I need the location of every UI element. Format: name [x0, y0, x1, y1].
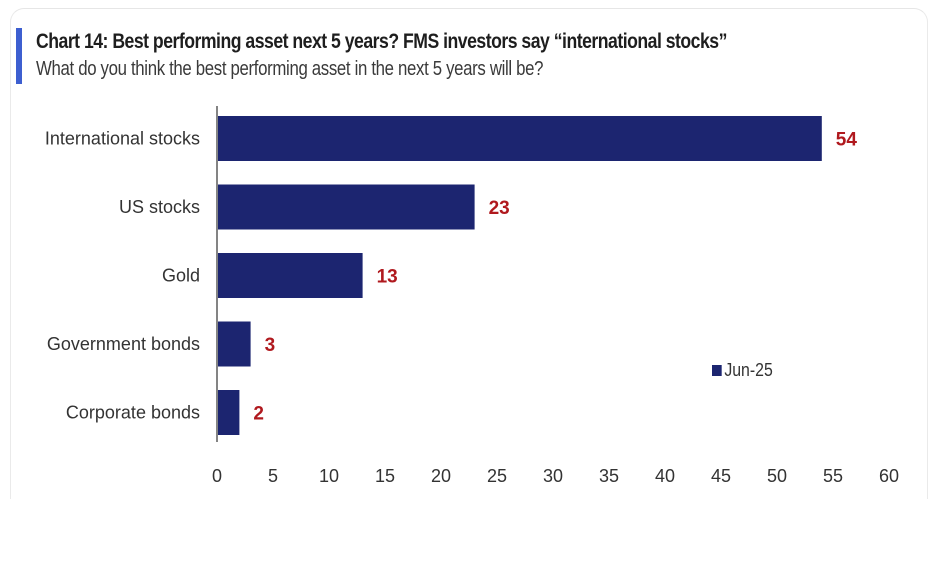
x-tick-label-2: 10: [319, 466, 339, 486]
legend-label: Jun-25: [724, 360, 773, 380]
legend-swatch: [712, 365, 722, 376]
chart-title: Chart 14: Best performing asset next 5 y…: [36, 30, 727, 53]
bar-1: [218, 184, 475, 230]
x-tick-label-6: 30: [543, 466, 563, 486]
chart-card: [10, 8, 928, 499]
x-tick-label-9: 45: [711, 466, 731, 486]
x-tick-label-10: 50: [767, 466, 787, 486]
category-label-3: Government bonds: [47, 334, 200, 354]
category-label-0: International stocks: [45, 129, 200, 149]
bar-0: [218, 116, 822, 161]
x-tick-label-1: 5: [268, 466, 278, 486]
title-accent-bar: [16, 28, 22, 84]
x-tick-label-4: 20: [431, 466, 451, 486]
data-label-3: 3: [265, 335, 276, 356]
bar-2: [218, 253, 363, 298]
x-tick-label-12: 60: [879, 466, 899, 486]
chart-legend: Jun-25: [712, 360, 773, 381]
category-label-1: US stocks: [119, 197, 200, 217]
x-tick-label-11: 55: [823, 466, 843, 486]
category-label-4: Corporate bonds: [66, 403, 200, 423]
x-tick-label-7: 35: [599, 466, 619, 486]
data-label-4: 2: [253, 404, 264, 425]
bar-4: [218, 390, 240, 435]
category-label-2: Gold: [162, 266, 200, 286]
x-tick-label-3: 15: [375, 466, 395, 486]
chart-subtitle: What do you think the best performing as…: [36, 58, 544, 80]
data-label-2: 13: [377, 267, 398, 288]
x-tick-label-8: 40: [655, 466, 675, 486]
x-tick-label-5: 25: [487, 466, 507, 486]
x-tick-label-0: 0: [212, 466, 222, 486]
data-label-1: 23: [489, 198, 510, 219]
bar-3: [218, 321, 251, 367]
data-label-0: 54: [836, 130, 858, 151]
